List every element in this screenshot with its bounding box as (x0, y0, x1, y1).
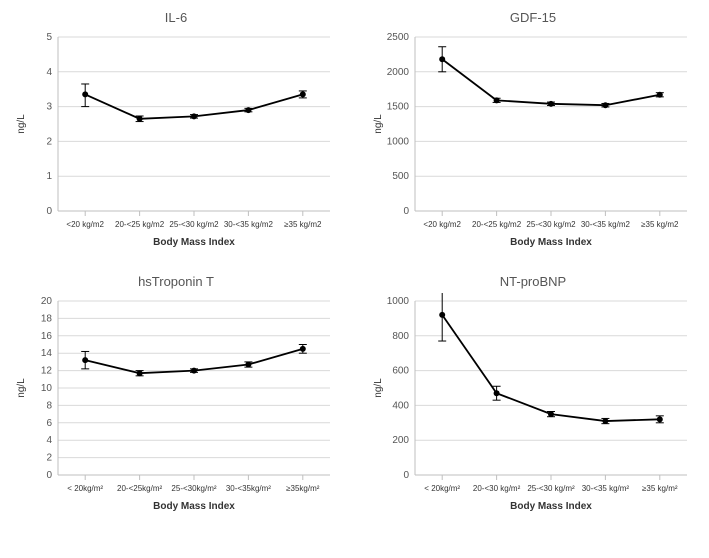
svg-text:25-<30 kg/m2: 25-<30 kg/m2 (526, 220, 576, 229)
svg-text:20-<30 kg/m²: 20-<30 kg/m² (473, 484, 521, 493)
svg-text:Body Mass Index: Body Mass Index (510, 237, 592, 248)
svg-text:4: 4 (46, 435, 52, 446)
svg-text:30-<35 kg/m2: 30-<35 kg/m2 (224, 220, 274, 229)
svg-text:16: 16 (41, 331, 53, 342)
svg-text:5: 5 (46, 32, 52, 43)
chart-grid: IL-6 012345<20 kg/m220-<25 kg/m225-<30 k… (10, 10, 699, 523)
svg-text:2: 2 (46, 453, 52, 464)
svg-text:400: 400 (392, 400, 409, 411)
svg-text:< 20kg/m²: < 20kg/m² (424, 484, 460, 493)
svg-text:10: 10 (41, 383, 53, 394)
panel-gdf15: GDF-15 0 500 1000 1500 2000 2500 <20 kg/m2 20-<… (367, 10, 699, 259)
svg-text:20-<25 kg/m2: 20-<25 kg/m2 (115, 220, 165, 229)
svg-text:20: 20 (41, 296, 53, 307)
svg-text:Body Mass Index: Body Mass Index (153, 237, 235, 248)
svg-text:1: 1 (46, 171, 52, 182)
svg-text:<20 kg/m2: <20 kg/m2 (66, 220, 104, 229)
panel-title: IL-6 (10, 10, 342, 25)
svg-text:2500: 2500 (387, 32, 410, 43)
svg-text:800: 800 (392, 331, 409, 342)
svg-text:20-<25kg/m²: 20-<25kg/m² (117, 484, 162, 493)
svg-text:0: 0 (403, 470, 409, 481)
chart-svg: 0 200 400 600 800 1000 < 20kg/m² 20-<30 kg/m² 25… (367, 293, 697, 523)
chart-svg: 0 1 2 3 4 5 <20 kg/m2 20-<25 kg/m2 25-<30 kg/m2 3… (10, 29, 340, 259)
svg-text:0: 0 (46, 470, 52, 481)
svg-text:ng/L: ng/L (16, 114, 27, 134)
panel-title: hsTroponin T (10, 274, 342, 289)
chart-svg: 0 500 1000 1500 2000 2500 <20 kg/m2 20-<25 kg/m… (367, 29, 697, 259)
svg-text:Body Mass Index: Body Mass Index (153, 501, 235, 512)
svg-text:<20 kg/m2: <20 kg/m2 (423, 220, 461, 229)
svg-text:< 20kg/m²: < 20kg/m² (67, 484, 103, 493)
svg-text:1000: 1000 (387, 136, 410, 147)
svg-text:12: 12 (41, 366, 53, 377)
svg-text:4: 4 (46, 67, 52, 78)
svg-text:200: 200 (392, 435, 409, 446)
svg-text:0: 0 (46, 206, 52, 217)
svg-text:18: 18 (41, 313, 53, 324)
svg-text:600: 600 (392, 366, 409, 377)
panel-title: NT-proBNP (367, 274, 699, 289)
svg-text:14: 14 (41, 348, 53, 359)
svg-text:≥35 kg/m2: ≥35 kg/m2 (641, 220, 679, 229)
chart-svg: 0 2 4 6 8 10 12 14 16 18 20 < 20kg/m² 20-<25kg/m² 25-… (10, 293, 340, 523)
svg-text:30-<35kg/m²: 30-<35kg/m² (226, 484, 271, 493)
panel-ntprobnp: NT-proBNP 0 200 400 600 800 1000 < 20kg/m² 20-<… (367, 274, 699, 523)
svg-text:ng/L: ng/L (373, 114, 384, 134)
svg-text:25-<30 kg/m²: 25-<30 kg/m² (527, 484, 575, 493)
panel-hstroponint: hsTroponin T 0 2 4 6 8 10 12 14 16 18 20 < 20kg/m² 2… (10, 274, 342, 523)
svg-text:2: 2 (46, 136, 52, 147)
svg-text:2000: 2000 (387, 67, 410, 78)
panel-il6: IL-6 0 1 2 3 4 5 <20 kg/m2 20-<25 kg/m2 25-<30 k… (10, 10, 342, 259)
svg-text:1000: 1000 (387, 296, 410, 307)
svg-text:≥35 kg/m²: ≥35 kg/m² (642, 484, 678, 493)
svg-text:20-<25 kg/m2: 20-<25 kg/m2 (472, 220, 522, 229)
svg-text:0: 0 (403, 206, 409, 217)
svg-text:6: 6 (46, 418, 52, 429)
svg-text:500: 500 (392, 171, 409, 182)
svg-text:≥35kg/m²: ≥35kg/m² (286, 484, 320, 493)
svg-text:1500: 1500 (387, 102, 410, 113)
panel-title: GDF-15 (367, 10, 699, 25)
svg-text:30-<35 kg/m2: 30-<35 kg/m2 (581, 220, 631, 229)
svg-text:25-<30kg/m²: 25-<30kg/m² (171, 484, 216, 493)
svg-text:ng/L: ng/L (16, 378, 27, 398)
svg-text:Body Mass Index: Body Mass Index (510, 501, 592, 512)
svg-text:30-<35 kg/m²: 30-<35 kg/m² (582, 484, 630, 493)
svg-text:25-<30 kg/m2: 25-<30 kg/m2 (169, 220, 219, 229)
svg-text:3: 3 (46, 102, 52, 113)
svg-text:8: 8 (46, 400, 52, 411)
svg-text:≥35 kg/m2: ≥35 kg/m2 (284, 220, 322, 229)
svg-text:ng/L: ng/L (373, 378, 384, 398)
